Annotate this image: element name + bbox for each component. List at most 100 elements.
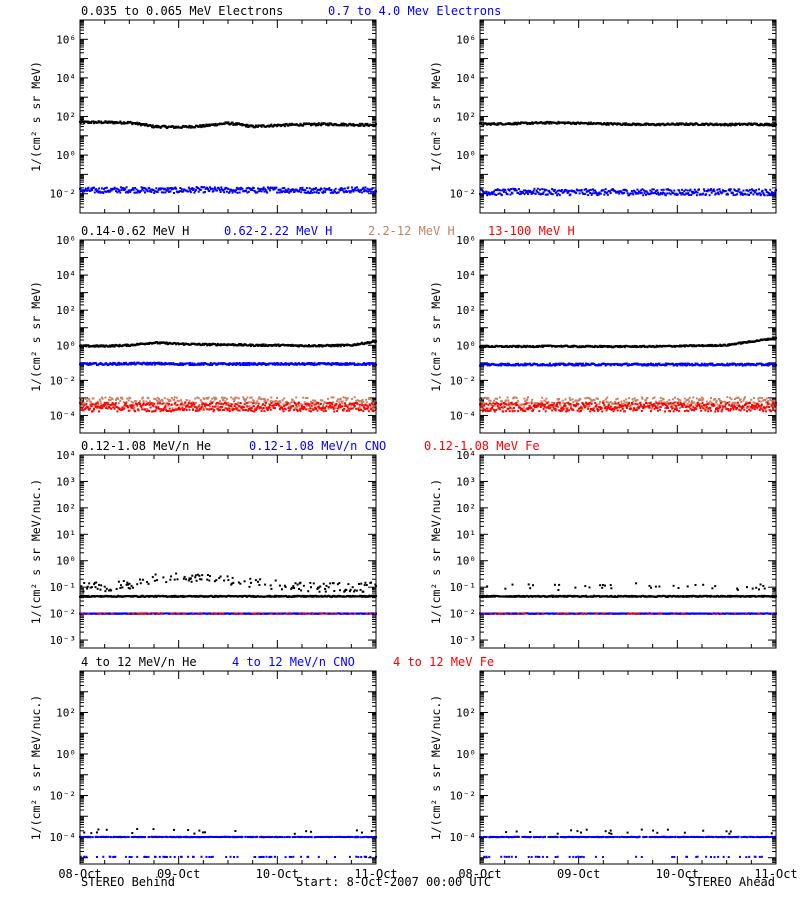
data-point [223, 191, 225, 193]
data-point [220, 191, 222, 193]
data-point [133, 407, 135, 409]
data-point [218, 403, 220, 405]
data-point [172, 407, 174, 409]
data-point [290, 407, 292, 409]
data-point [626, 363, 628, 365]
series-label: 0.035 to 0.065 MeV Electrons [81, 4, 283, 18]
data-point [325, 410, 327, 412]
data-point [276, 397, 278, 399]
data-point [193, 404, 195, 406]
data-point [219, 400, 221, 402]
data-point [118, 402, 120, 404]
data-point [162, 410, 164, 412]
data-point [177, 404, 179, 406]
data-point [252, 402, 254, 404]
data-point [749, 189, 751, 191]
data-point [229, 191, 231, 193]
data-point [169, 191, 171, 193]
data-point [210, 408, 212, 410]
data-point [737, 191, 739, 193]
data-point [705, 193, 707, 195]
data-point [246, 397, 248, 399]
data-point [704, 190, 706, 192]
data-point [359, 404, 361, 406]
data-point [141, 408, 143, 410]
data-point [320, 403, 322, 405]
data-point [347, 397, 349, 399]
data-point [727, 194, 729, 196]
data-point [219, 409, 221, 411]
series-label: 0.14-0.62 MeV H [81, 224, 189, 238]
data-point [738, 189, 740, 191]
data-point [364, 186, 366, 188]
data-point [373, 410, 375, 412]
data-point [203, 364, 205, 366]
data-point [299, 410, 301, 412]
data-point [323, 403, 325, 405]
data-point [171, 397, 173, 399]
data-point [696, 194, 698, 196]
data-point [370, 191, 372, 193]
y-tick-label: 10² [56, 111, 76, 124]
data-point [226, 191, 228, 193]
data-point [257, 405, 259, 407]
data-point [110, 408, 112, 410]
data-point [143, 402, 145, 404]
data-point [189, 362, 191, 364]
data-point [324, 191, 326, 193]
data-point [231, 403, 233, 405]
data-point [702, 193, 704, 195]
data-point [187, 191, 189, 193]
data-point [262, 189, 264, 191]
data-point [302, 397, 304, 399]
data-point [623, 192, 625, 194]
data-point [97, 190, 99, 192]
data-point [150, 402, 152, 404]
data-point [678, 190, 680, 192]
data-point [748, 194, 750, 196]
data-point [362, 410, 364, 412]
data-point [226, 398, 228, 400]
data-point [369, 398, 371, 400]
data-point [752, 193, 754, 195]
data-point [261, 398, 263, 400]
data-point [266, 192, 268, 194]
data-point [115, 402, 117, 404]
data-point [764, 194, 766, 196]
data-point [743, 190, 745, 192]
data-point [136, 192, 138, 194]
data-point [275, 187, 277, 189]
data-point [714, 190, 716, 192]
data-point [99, 399, 101, 401]
data-point [346, 410, 348, 412]
data-point [136, 404, 138, 406]
data-point [569, 194, 571, 196]
data-point [248, 191, 250, 193]
data-point [360, 409, 362, 411]
data-point [198, 397, 200, 399]
data-point [223, 409, 225, 411]
data-point [318, 192, 320, 194]
data-point [539, 189, 541, 191]
data-point [143, 190, 145, 192]
data-point [245, 190, 247, 192]
data-point [242, 409, 244, 411]
data-point [520, 193, 522, 195]
data-point [295, 404, 297, 406]
data-point [91, 189, 93, 191]
data-point [504, 189, 506, 191]
data-point [547, 193, 549, 195]
data-point [365, 399, 367, 401]
y-tick-label: 10⁰ [56, 149, 76, 162]
data-point [354, 405, 356, 407]
data-point [112, 398, 114, 400]
data-point [139, 403, 141, 405]
data-point [180, 399, 182, 401]
data-point [88, 187, 90, 189]
data-point [309, 187, 311, 189]
data-point [541, 188, 543, 190]
data-point [736, 193, 738, 195]
data-point [341, 405, 343, 407]
data-point [222, 399, 224, 401]
